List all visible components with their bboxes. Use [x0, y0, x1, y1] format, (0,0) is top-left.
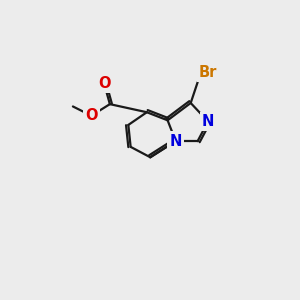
- Text: N: N: [202, 114, 214, 129]
- Text: N: N: [169, 134, 182, 148]
- Text: O: O: [98, 76, 110, 91]
- Text: Br: Br: [199, 65, 217, 80]
- Text: O: O: [85, 108, 98, 123]
